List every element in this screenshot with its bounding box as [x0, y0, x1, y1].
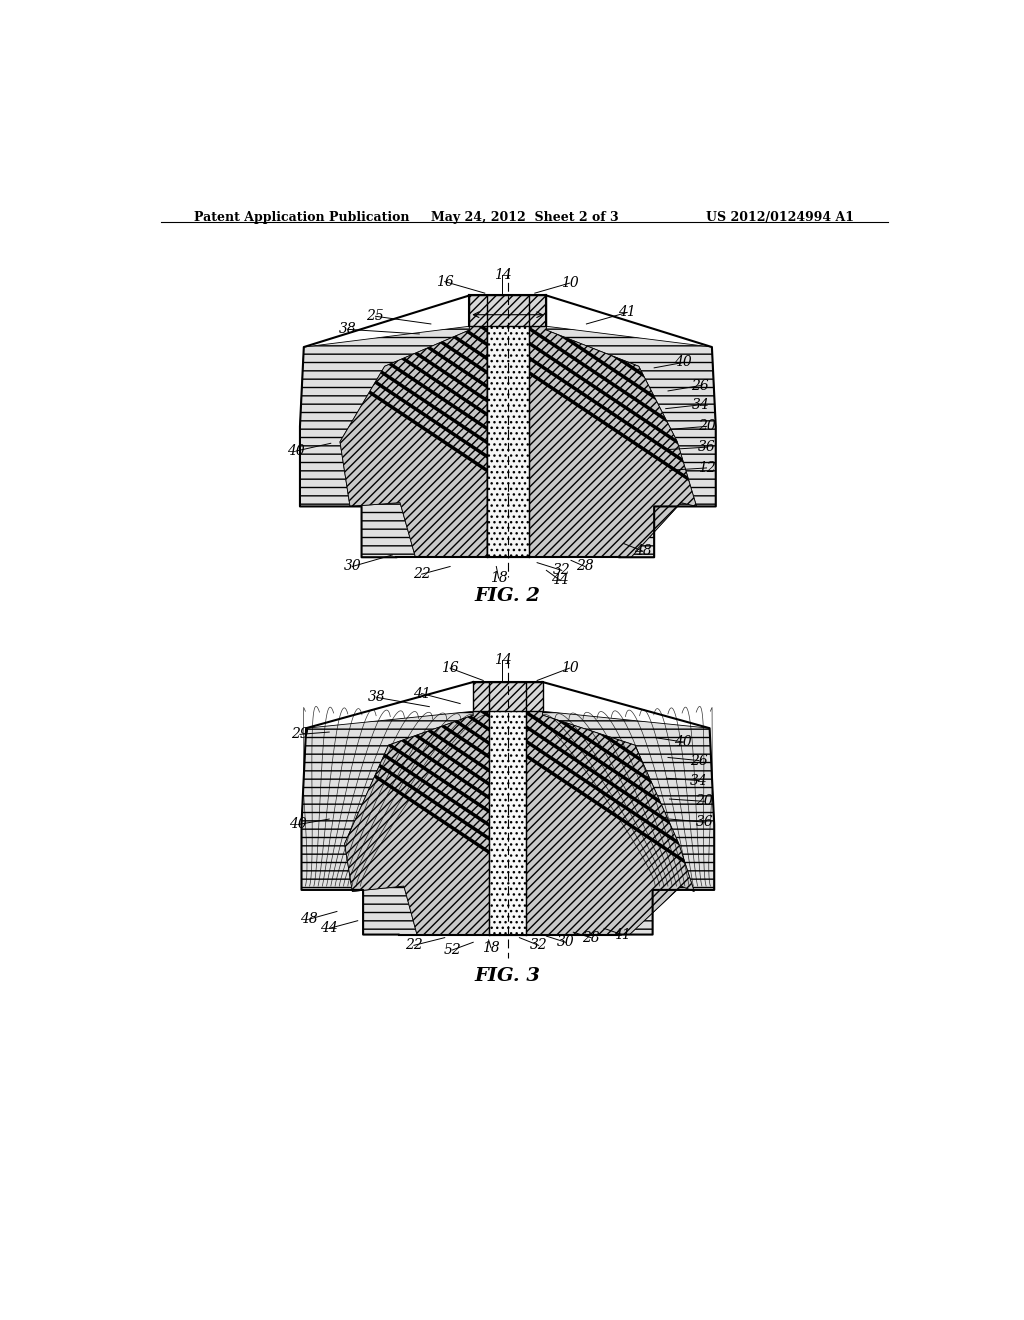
Text: 14: 14 [494, 268, 511, 282]
Text: 10: 10 [560, 661, 579, 675]
Text: 26: 26 [691, 379, 710, 392]
Text: 22: 22 [406, 939, 423, 952]
Text: 28: 28 [575, 560, 594, 573]
Text: 44: 44 [551, 573, 569, 587]
Text: 30: 30 [557, 936, 574, 949]
Text: May 24, 2012  Sheet 2 of 3: May 24, 2012 Sheet 2 of 3 [431, 211, 618, 224]
Text: 40: 40 [288, 444, 305, 458]
Text: 26: 26 [690, 754, 708, 767]
Text: 18: 18 [482, 941, 500, 954]
Polygon shape [528, 326, 696, 557]
Text: 12: 12 [697, 461, 716, 475]
Polygon shape [469, 296, 547, 326]
Polygon shape [473, 682, 543, 711]
Text: 38: 38 [339, 322, 356, 337]
Text: 52: 52 [443, 942, 461, 957]
Text: 34: 34 [691, 397, 710, 412]
Text: US 2012/0124994 A1: US 2012/0124994 A1 [707, 211, 854, 224]
Text: 25: 25 [367, 309, 384, 323]
Text: Patent Application Publication: Patent Application Publication [194, 211, 410, 224]
Polygon shape [489, 682, 526, 935]
Polygon shape [340, 326, 487, 557]
Polygon shape [487, 296, 528, 557]
Polygon shape [543, 711, 714, 935]
Polygon shape [345, 711, 489, 935]
Text: 41: 41 [613, 928, 631, 941]
Text: 30: 30 [343, 560, 361, 573]
Polygon shape [526, 711, 694, 935]
Text: 34: 34 [690, 774, 708, 788]
Text: 16: 16 [441, 661, 459, 675]
Text: 10: 10 [560, 276, 579, 290]
Polygon shape [547, 326, 716, 557]
Text: 20: 20 [697, 420, 716, 433]
Text: 38: 38 [368, 690, 386, 705]
Text: 48: 48 [634, 544, 651, 558]
Text: FIG. 3: FIG. 3 [475, 966, 541, 985]
Text: FIG. 2: FIG. 2 [475, 586, 541, 605]
Text: 20: 20 [695, 795, 713, 808]
Text: 32: 32 [529, 939, 548, 952]
Polygon shape [300, 326, 469, 557]
Text: 28: 28 [583, 931, 600, 945]
Text: 18: 18 [489, 572, 508, 585]
Text: 44: 44 [321, 921, 338, 936]
Text: 48: 48 [300, 912, 318, 927]
Text: 16: 16 [436, 275, 454, 289]
Text: 41: 41 [413, 686, 430, 701]
Text: 29: 29 [291, 727, 309, 742]
Text: 36: 36 [695, 816, 713, 829]
Polygon shape [301, 711, 473, 935]
Text: 14: 14 [494, 653, 511, 668]
Text: 36: 36 [697, 440, 716, 454]
Text: 40: 40 [675, 735, 692, 748]
Text: 41: 41 [618, 305, 636, 319]
Text: 32: 32 [553, 564, 570, 577]
Text: 22: 22 [413, 568, 430, 581]
Text: 40: 40 [675, 355, 692, 370]
Text: 40: 40 [290, 817, 307, 832]
